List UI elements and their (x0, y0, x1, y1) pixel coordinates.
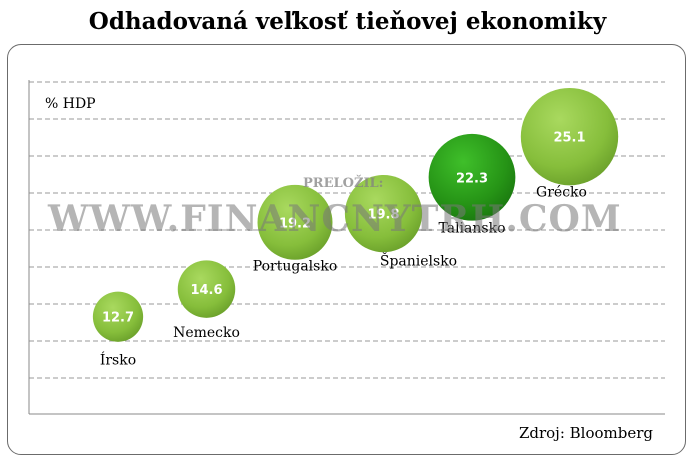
data-label: 25.1 (553, 131, 585, 146)
category-label: Írsko (100, 351, 136, 369)
y-axis-label: % HDP (45, 96, 96, 112)
watermark-translated-by: PRELOŽIL: (303, 176, 384, 191)
chart-frame (7, 44, 686, 455)
watermark-url: WWW.FINANCNYTRH.COM (48, 198, 622, 240)
data-label: 19.8 (367, 208, 399, 223)
category-label: Grécko (536, 185, 587, 201)
bubble-portugalsko (257, 184, 333, 260)
data-label: 19.2 (279, 216, 311, 231)
bubble-taliansko (428, 133, 516, 221)
data-label: 12.7 (102, 311, 134, 326)
chart-title: Odhadovaná veľkosť tieňovej ekonomiky (88, 8, 607, 35)
bubble-grécko (520, 87, 619, 186)
source-note: Zdroj: Bloomberg (518, 424, 653, 442)
category-label: Taliansko (438, 220, 505, 236)
bubble-írsko (92, 291, 144, 342)
bubble-nemecko (177, 260, 236, 318)
category-label: Nemecko (173, 325, 240, 341)
category-label: Portugalsko (253, 258, 338, 274)
category-label: Španielsko (380, 252, 457, 270)
data-label: 14.6 (190, 283, 222, 298)
bubble-španielsko (344, 174, 423, 253)
data-label: 22.3 (456, 171, 488, 186)
